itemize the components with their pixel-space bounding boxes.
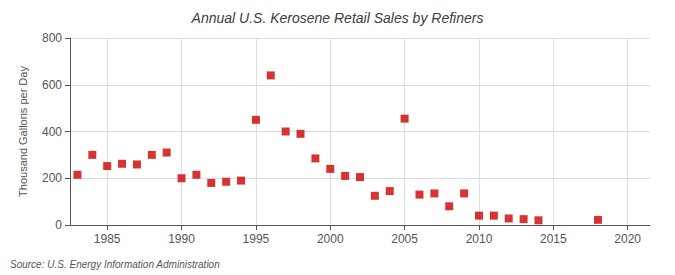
svg-text:2020: 2020 bbox=[614, 232, 641, 246]
svg-text:1990: 1990 bbox=[168, 232, 195, 246]
svg-text:2000: 2000 bbox=[317, 232, 344, 246]
svg-text:600: 600 bbox=[42, 78, 62, 92]
svg-text:2005: 2005 bbox=[391, 232, 418, 246]
svg-text:2010: 2010 bbox=[466, 232, 493, 246]
svg-text:800: 800 bbox=[42, 31, 62, 45]
svg-text:200: 200 bbox=[42, 171, 62, 185]
svg-text:0: 0 bbox=[55, 218, 62, 232]
svg-text:400: 400 bbox=[42, 125, 62, 139]
svg-text:Thousand Gallons per Day: Thousand Gallons per Day bbox=[17, 66, 29, 197]
svg-text:1995: 1995 bbox=[243, 232, 270, 246]
svg-text:1985: 1985 bbox=[94, 232, 121, 246]
svg-text:Annual U.S. Kerosene Retail Sa: Annual U.S. Kerosene Retail Sales by Ref… bbox=[191, 10, 484, 26]
svg-text:2015: 2015 bbox=[540, 232, 567, 246]
svg-text:Source: U.S. Energy Informatio: Source: U.S. Energy Information Administ… bbox=[10, 259, 220, 270]
